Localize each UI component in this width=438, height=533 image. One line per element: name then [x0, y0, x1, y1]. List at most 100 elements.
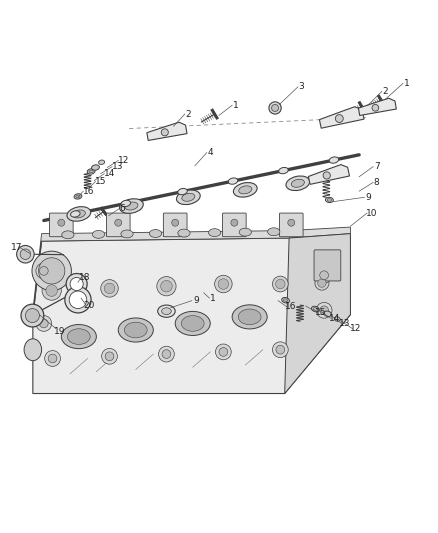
- Circle shape: [102, 349, 117, 364]
- Ellipse shape: [175, 311, 210, 335]
- Ellipse shape: [177, 190, 200, 205]
- Ellipse shape: [239, 228, 251, 236]
- Ellipse shape: [313, 308, 318, 310]
- Circle shape: [272, 276, 288, 292]
- Text: 12: 12: [350, 324, 362, 333]
- Circle shape: [42, 281, 61, 300]
- Ellipse shape: [286, 176, 310, 191]
- Ellipse shape: [233, 183, 257, 197]
- Ellipse shape: [121, 200, 131, 207]
- Circle shape: [39, 266, 48, 275]
- Ellipse shape: [92, 165, 99, 170]
- Circle shape: [161, 280, 172, 292]
- Ellipse shape: [182, 193, 195, 201]
- Polygon shape: [308, 165, 350, 184]
- Polygon shape: [33, 233, 350, 393]
- Text: 10: 10: [366, 208, 377, 217]
- Ellipse shape: [71, 211, 80, 217]
- Circle shape: [17, 246, 34, 263]
- FancyBboxPatch shape: [279, 213, 303, 237]
- Polygon shape: [147, 122, 187, 141]
- Circle shape: [161, 129, 168, 136]
- Circle shape: [218, 279, 229, 289]
- Circle shape: [276, 345, 285, 354]
- FancyBboxPatch shape: [163, 213, 187, 237]
- Text: 17: 17: [11, 243, 22, 252]
- Circle shape: [39, 319, 48, 328]
- Circle shape: [316, 302, 332, 318]
- Ellipse shape: [24, 339, 42, 361]
- Circle shape: [320, 271, 328, 280]
- Ellipse shape: [118, 318, 153, 342]
- Ellipse shape: [92, 230, 105, 238]
- Ellipse shape: [334, 317, 340, 321]
- Circle shape: [231, 219, 238, 226]
- Circle shape: [162, 350, 171, 359]
- Circle shape: [288, 219, 295, 226]
- Ellipse shape: [87, 169, 95, 174]
- Circle shape: [46, 285, 57, 296]
- Circle shape: [215, 275, 232, 293]
- Text: 6: 6: [120, 204, 126, 213]
- Circle shape: [157, 277, 176, 296]
- Ellipse shape: [324, 311, 332, 317]
- Circle shape: [215, 344, 231, 360]
- Circle shape: [336, 115, 343, 123]
- Circle shape: [115, 219, 122, 226]
- Circle shape: [69, 291, 87, 309]
- Ellipse shape: [282, 297, 290, 303]
- Ellipse shape: [268, 228, 280, 236]
- Circle shape: [276, 279, 285, 289]
- Ellipse shape: [124, 322, 147, 338]
- Ellipse shape: [279, 167, 288, 174]
- Text: 2: 2: [186, 110, 191, 118]
- Text: 1: 1: [233, 101, 239, 110]
- Ellipse shape: [89, 170, 93, 173]
- FancyBboxPatch shape: [223, 213, 246, 237]
- Ellipse shape: [74, 193, 82, 199]
- Circle shape: [315, 276, 329, 290]
- Text: 3: 3: [298, 83, 304, 92]
- Circle shape: [320, 306, 328, 314]
- Text: 9: 9: [193, 296, 199, 305]
- Ellipse shape: [325, 197, 333, 203]
- Circle shape: [104, 283, 115, 294]
- Ellipse shape: [228, 178, 238, 184]
- Circle shape: [39, 258, 65, 284]
- Ellipse shape: [329, 157, 339, 163]
- Text: 7: 7: [374, 162, 380, 171]
- Circle shape: [21, 304, 44, 327]
- Ellipse shape: [181, 316, 204, 332]
- Circle shape: [172, 219, 179, 226]
- Ellipse shape: [62, 231, 74, 239]
- Ellipse shape: [238, 309, 261, 325]
- Text: 13: 13: [112, 162, 123, 171]
- FancyBboxPatch shape: [49, 213, 73, 237]
- FancyBboxPatch shape: [314, 250, 341, 281]
- Text: 1: 1: [403, 79, 410, 88]
- Text: 16: 16: [83, 187, 94, 196]
- Circle shape: [36, 263, 52, 279]
- Circle shape: [45, 351, 60, 366]
- Circle shape: [323, 172, 330, 179]
- Ellipse shape: [232, 305, 267, 329]
- Circle shape: [58, 219, 65, 226]
- Text: 4: 4: [208, 148, 213, 157]
- Ellipse shape: [67, 207, 91, 221]
- Ellipse shape: [72, 210, 85, 218]
- Ellipse shape: [178, 229, 190, 237]
- Circle shape: [272, 342, 288, 358]
- Ellipse shape: [99, 160, 105, 165]
- Circle shape: [32, 251, 71, 290]
- Ellipse shape: [239, 186, 252, 194]
- Text: 19: 19: [54, 327, 65, 336]
- Ellipse shape: [158, 305, 175, 317]
- Ellipse shape: [162, 308, 171, 314]
- Ellipse shape: [283, 299, 288, 302]
- Circle shape: [48, 354, 57, 363]
- Ellipse shape: [61, 325, 96, 349]
- Text: 8: 8: [374, 178, 380, 187]
- Ellipse shape: [178, 189, 187, 195]
- Circle shape: [36, 316, 52, 332]
- Circle shape: [269, 102, 281, 114]
